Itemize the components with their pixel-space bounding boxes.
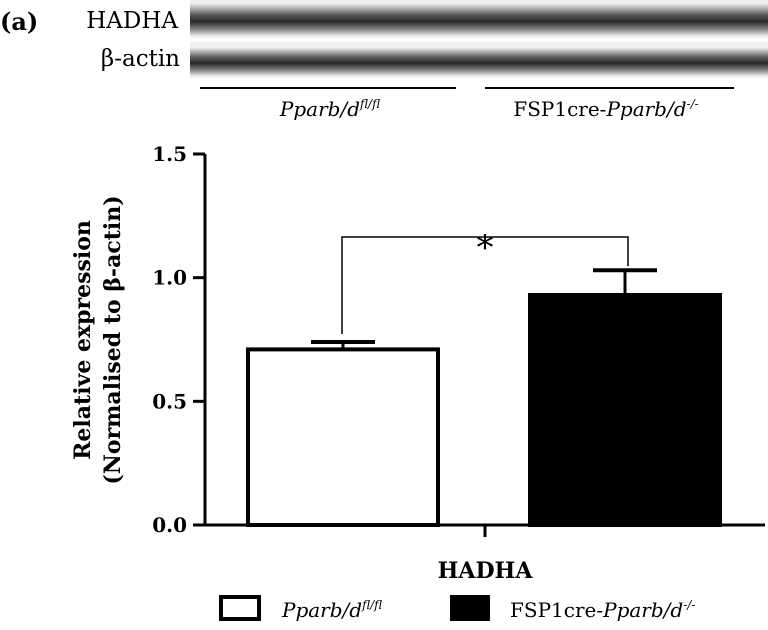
group-label: FSP1cre-Pparb/d-/- xyxy=(513,97,698,121)
legend-entry: FSP1cre-Pparb/d-/- xyxy=(510,598,695,622)
x-category-label: HADHA xyxy=(438,558,534,584)
significance-star: * xyxy=(477,228,494,268)
y-tick-label: 1.5 xyxy=(152,142,187,166)
hadha-band xyxy=(190,4,768,36)
blot-row-label: HADHA xyxy=(86,8,178,34)
y-tick-label: 1.0 xyxy=(152,266,187,290)
y-tick-label: 0.5 xyxy=(152,389,187,413)
blot-row-label: β-actin xyxy=(101,46,180,72)
legend-entry: Pparb/dfl/fl xyxy=(281,598,382,622)
bar-chart: 0.0 0.5 1.0 1.5 * xyxy=(152,142,765,537)
actin-band xyxy=(190,48,768,76)
significance-bracket xyxy=(341,236,629,334)
y-axis-label: Relative expression xyxy=(70,220,96,460)
group-label: Pparb/dfl/fl xyxy=(279,97,380,121)
legend-swatch-black xyxy=(450,595,490,621)
y-axis-label: (Normalised to β-actin) xyxy=(100,195,126,484)
y-tick-label: 0.0 xyxy=(152,513,187,537)
bar-2 xyxy=(528,292,722,528)
legend-swatch-white xyxy=(219,595,261,621)
bar-1 xyxy=(246,347,440,528)
panel-label: (a) xyxy=(0,7,38,36)
